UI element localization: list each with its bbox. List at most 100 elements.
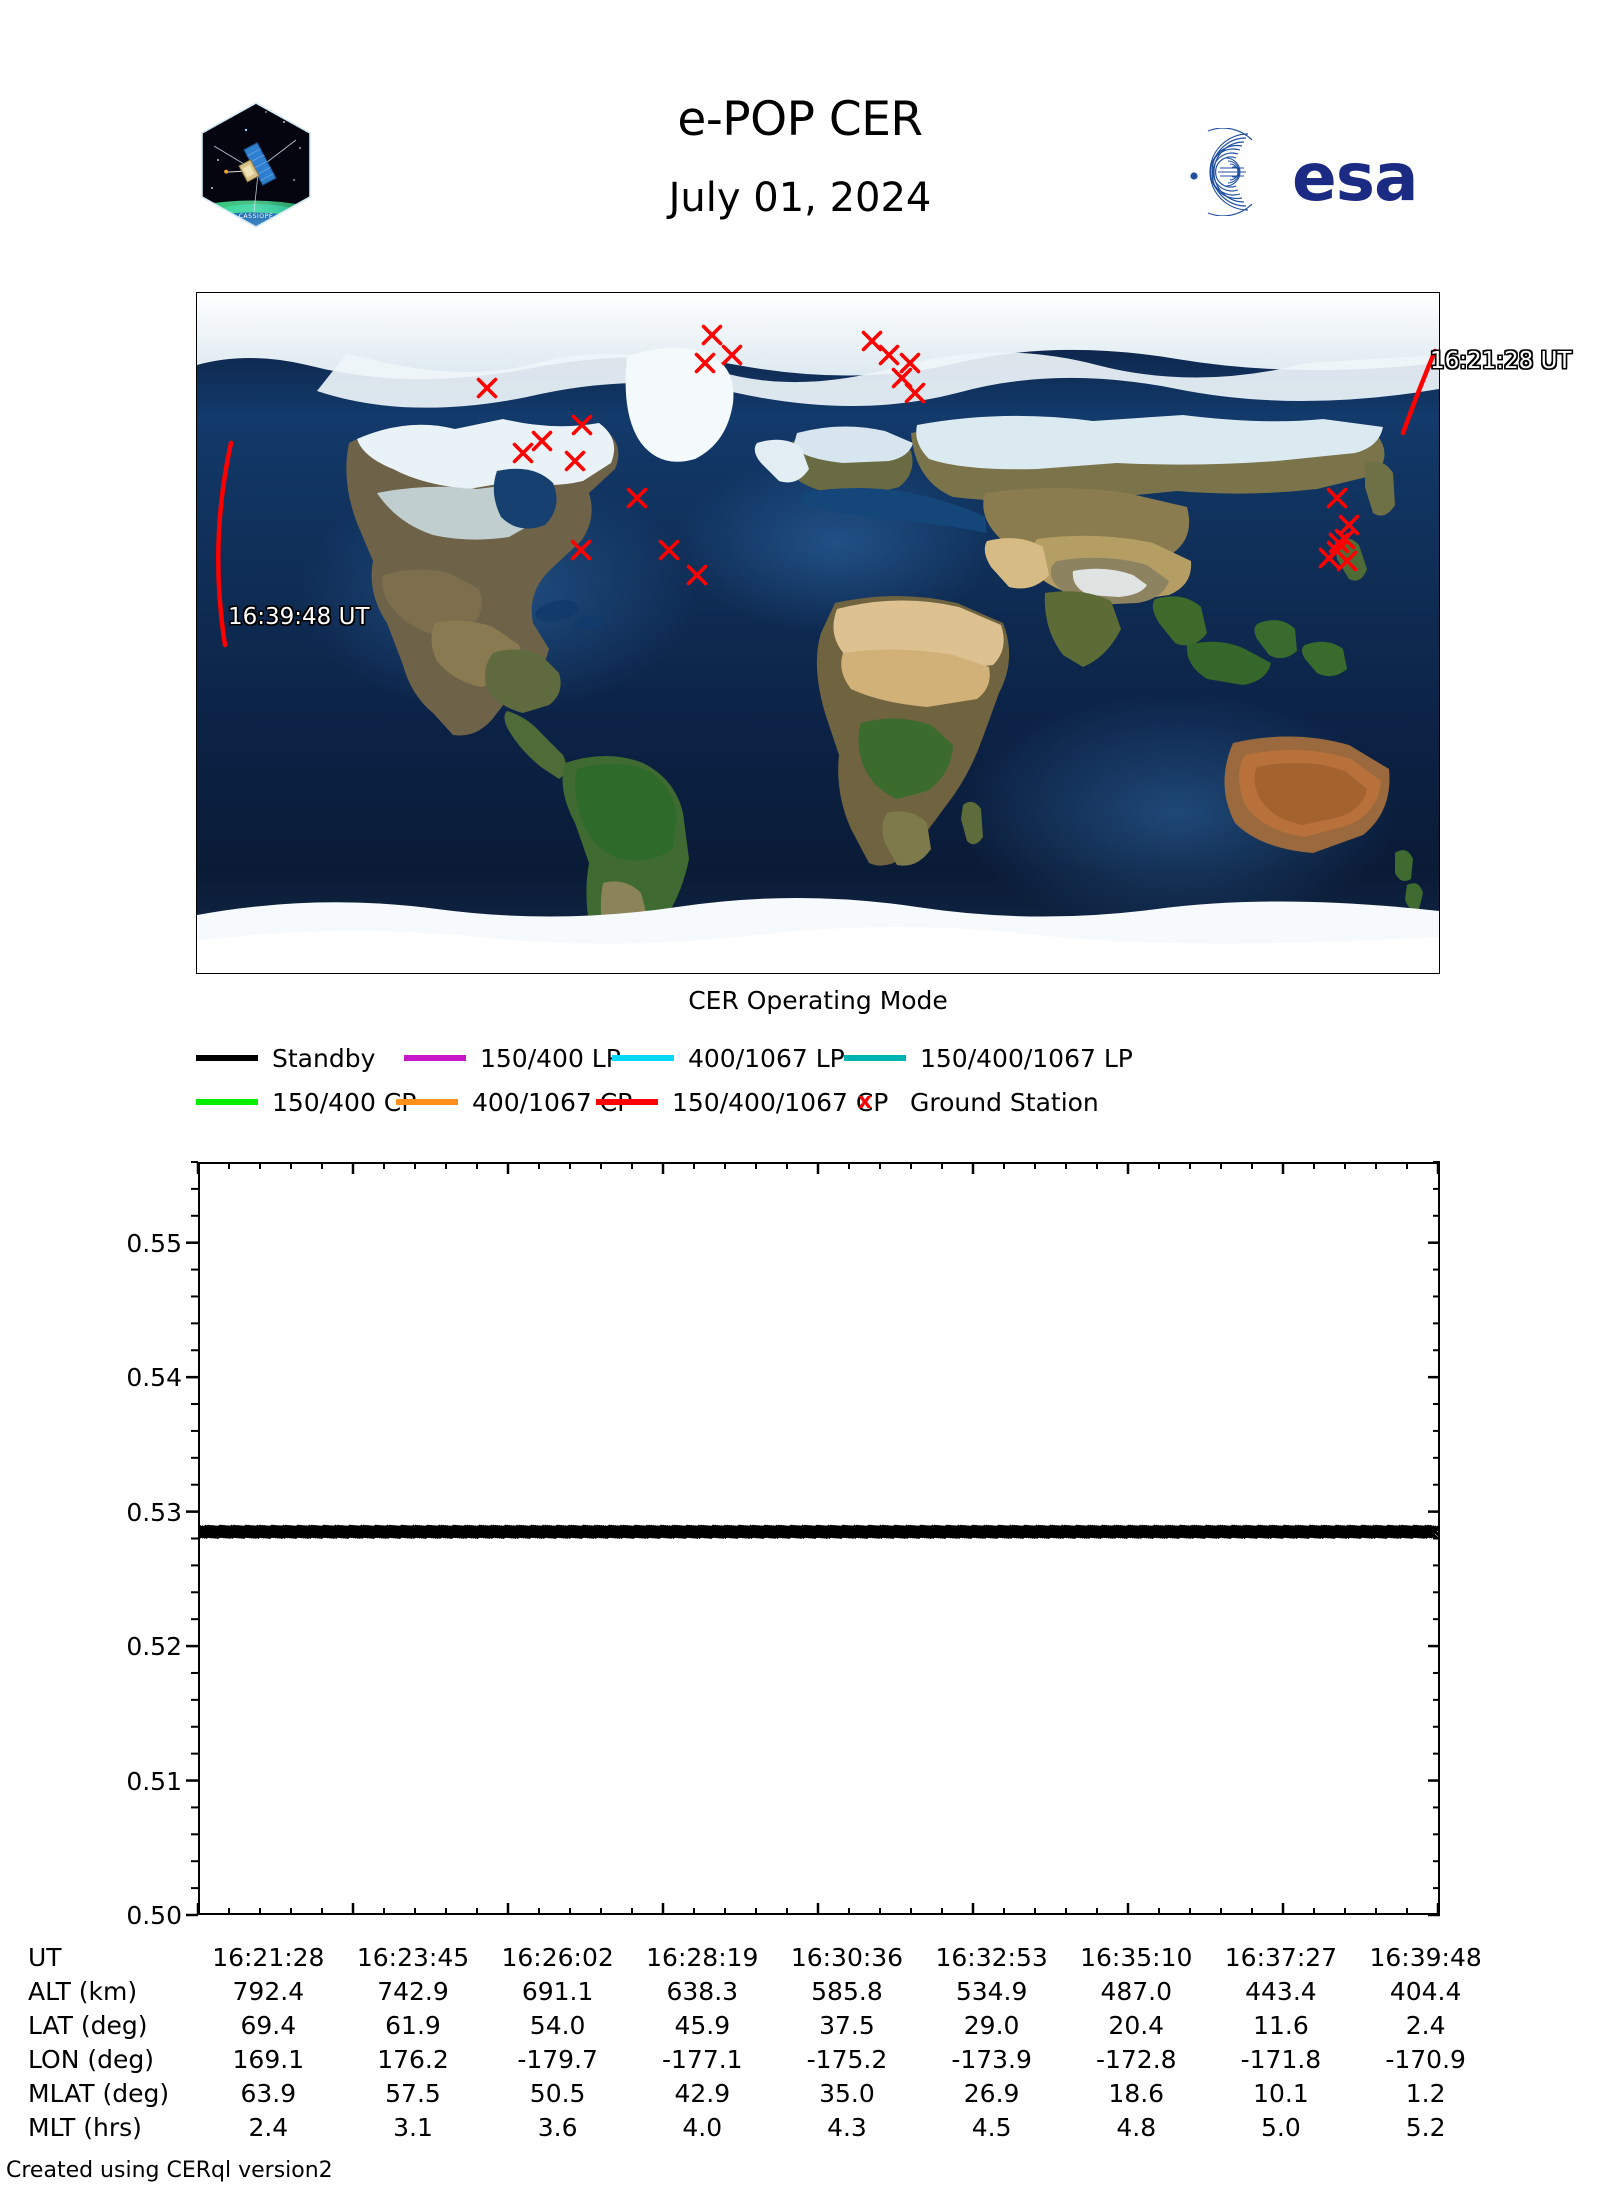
ground-station-x-icon (531, 430, 553, 452)
table-cell: -170.9 (1385, 2044, 1466, 2074)
table-cell: 20.4 (1108, 2010, 1165, 2040)
cer-current-series (193, 1524, 1443, 1540)
world-map-image (197, 293, 1439, 973)
y-tick-label: 0.50 (126, 1901, 182, 1930)
operating-mode-legend: Standby 150/400 LP 400/1067 LP 150/400/1067… (196, 1036, 1446, 1124)
legend-item-standby: Standby (196, 1044, 404, 1073)
table-row-label: UT (28, 1942, 62, 1972)
legend-line-swatch (844, 1055, 906, 1061)
footer-credit: Created using CERql version2 (6, 2158, 333, 2183)
table-cell: 16:39:48 (1369, 1942, 1482, 1972)
legend-label: 400/1067 LP (688, 1043, 845, 1073)
ground-station-x-icon (694, 352, 716, 374)
table-row: LON (deg) 169.1 176.2 -179.7 -177.1 -175.2 -17… (28, 2042, 1498, 2076)
ground-station-x-icon (899, 352, 921, 374)
ground-station-x-icon (570, 539, 592, 561)
table-cell: 404.4 (1389, 1976, 1462, 2006)
legend-label: 150/400 LP (480, 1043, 621, 1073)
ground-station-x-icon (564, 450, 586, 472)
legend-item-150-400-lp: 150/400 LP (404, 1044, 621, 1073)
table-cell: 792.4 (232, 1976, 305, 2006)
orbit-track (216, 348, 1438, 648)
table-cell: 11.6 (1253, 2010, 1309, 2040)
ground-station-x-icon (1318, 547, 1340, 569)
table-cell: -171.8 (1240, 2044, 1322, 2074)
y-tick-label: 0.51 (126, 1766, 182, 1796)
legend-item-150-400-cp: 150/400 CP (196, 1088, 416, 1117)
page-title: e-POP CER (677, 92, 923, 147)
table-cell: 16:28:19 (646, 1942, 759, 1972)
ground-station-x-icon (861, 330, 883, 352)
table-cell: 5.0 (1261, 2112, 1301, 2142)
table-cell: 691.1 (521, 1976, 594, 2006)
table-row-label: MLT (hrs) (28, 2112, 142, 2142)
table-row-label: LON (deg) (28, 2044, 154, 2074)
title-block: e-POP CER July 01, 2024 (500, 96, 1100, 218)
table-cell: 54.0 (529, 2010, 586, 2040)
ground-station-x-icon (878, 344, 900, 366)
table-cell: 2.4 (248, 2112, 289, 2142)
table-cell: 16:21:28 (212, 1942, 325, 1972)
table-cell: 487.0 (1100, 1976, 1173, 2006)
legend-line-swatch (612, 1055, 674, 1061)
ground-station-x-icon (701, 324, 723, 346)
legend-line-swatch (404, 1055, 466, 1061)
ground-station-x-icon (626, 487, 648, 509)
table-cell: 10.1 (1253, 2078, 1309, 2108)
legend-label: Ground Station (910, 1087, 1099, 1117)
y-tick-label: 0.54 (126, 1363, 182, 1393)
table-cell: 742.9 (377, 1976, 449, 2006)
ground-station-x-icon (686, 564, 708, 586)
map-caption: CER Operating Mode (688, 986, 948, 1015)
table-row: LAT (deg) 69.4 61.9 54.0 45.9 37.5 29.0 20.4 11.… (28, 2008, 1498, 2042)
ground-station-x-icon (1326, 487, 1348, 509)
table-cell: -175.2 (806, 2044, 888, 2074)
table-cell: 4.5 (971, 2112, 1012, 2142)
table-cell: 45.9 (674, 2010, 731, 2040)
table-cell: 169.1 (232, 2044, 305, 2074)
table-cell: 5.2 (1405, 2112, 1446, 2142)
ground-station-markers (476, 324, 1360, 586)
legend-line-swatch (596, 1099, 658, 1105)
table-cell: 61.9 (385, 2010, 441, 2040)
y-tick-label: 0.55 (126, 1228, 182, 1258)
table-row: ALT (km) 792.4 742.9 691.1 638.3 585.8 534.9 48… (28, 1974, 1498, 2008)
cassiope-logo-caption: CASSIOPE (239, 213, 274, 220)
table-cell: 42.9 (674, 2078, 731, 2108)
orbit-end-time-label: 16:39:48 UT (228, 604, 370, 630)
x-marker-path (193, 1524, 1443, 1540)
ephemeris-table: UT 16:21:28 16:23:45 16:26:02 16:28:19 16:30:… (28, 1940, 1498, 2144)
table-cell: -177.1 (662, 2044, 743, 2074)
legend-line-swatch (196, 1055, 258, 1061)
ground-station-x-icon (904, 382, 926, 404)
table-cell: 16:26:02 (501, 1942, 614, 1972)
table-cell: 16:30:36 (790, 1942, 904, 1972)
ground-station-x-icon (721, 344, 743, 366)
table-cell: 50.5 (529, 2078, 586, 2108)
legend-row: 150/400 CP 400/1067 CP 150/400/1067 CP x Gro… (196, 1080, 1446, 1124)
table-cell: 26.9 (963, 2078, 1020, 2108)
table-cell: 4.3 (827, 2112, 867, 2142)
ground-station-x-icon (476, 377, 498, 399)
cassiope-satellite-logo: CASSIOPE (196, 100, 316, 230)
table-cell: 16:35:10 (1080, 1942, 1193, 1972)
table-cell: 35.0 (819, 2078, 875, 2108)
table-cell: 37.5 (819, 2010, 875, 2040)
table-row-label: MLAT (deg) (28, 2078, 170, 2108)
table-cell: 69.4 (240, 2010, 297, 2040)
table-cell: -179.7 (517, 2044, 598, 2074)
y-tick-label: 0.53 (126, 1497, 182, 1527)
esa-logo: esa (1168, 128, 1458, 216)
page-date: July 01, 2024 (668, 175, 932, 221)
table-cell: 176.2 (377, 2044, 449, 2074)
legend-line-swatch (396, 1099, 458, 1105)
table-cell: 534.9 (955, 1976, 1028, 2006)
table-cell: 16:23:45 (356, 1942, 470, 1972)
table-row-label: ALT (km) (28, 1976, 138, 2006)
series-marker-group (193, 1524, 1443, 1540)
x-marker-icon: x (857, 1089, 873, 1114)
legend-label: 150/400 CP (272, 1087, 417, 1117)
table-cell: 443.4 (1245, 1976, 1317, 2006)
table-row: MLAT (deg) 63.9 57.5 50.5 42.9 35.0 26.9 18.6 10… (28, 2076, 1498, 2110)
legend-item-400-1067-cp: 400/1067 CP (396, 1088, 632, 1117)
